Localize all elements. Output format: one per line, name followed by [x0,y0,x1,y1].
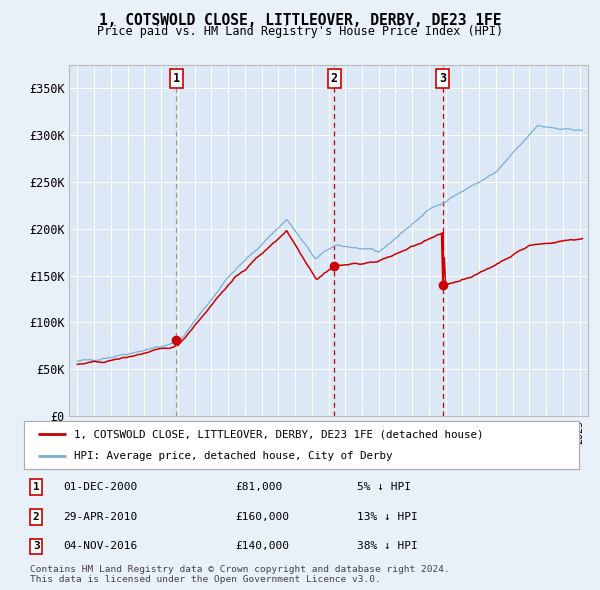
Text: 3: 3 [33,542,40,552]
Text: £140,000: £140,000 [235,542,289,552]
Text: £81,000: £81,000 [235,482,282,492]
Text: 01-DEC-2000: 01-DEC-2000 [63,482,137,492]
Text: 2: 2 [33,512,40,522]
Text: 1, COTSWOLD CLOSE, LITTLEOVER, DERBY, DE23 1FE: 1, COTSWOLD CLOSE, LITTLEOVER, DERBY, DE… [99,13,501,28]
Text: 5% ↓ HPI: 5% ↓ HPI [357,482,411,492]
Text: 1, COTSWOLD CLOSE, LITTLEOVER, DERBY, DE23 1FE (detached house): 1, COTSWOLD CLOSE, LITTLEOVER, DERBY, DE… [74,429,484,439]
Text: Contains HM Land Registry data © Crown copyright and database right 2024.: Contains HM Land Registry data © Crown c… [30,565,450,574]
Text: 3: 3 [439,72,446,85]
Text: 38% ↓ HPI: 38% ↓ HPI [357,542,418,552]
Text: 13% ↓ HPI: 13% ↓ HPI [357,512,418,522]
Text: 04-NOV-2016: 04-NOV-2016 [63,542,137,552]
Text: 1: 1 [33,482,40,492]
Text: Price paid vs. HM Land Registry's House Price Index (HPI): Price paid vs. HM Land Registry's House … [97,25,503,38]
Text: HPI: Average price, detached house, City of Derby: HPI: Average price, detached house, City… [74,451,392,461]
Text: 29-APR-2010: 29-APR-2010 [63,512,137,522]
Text: 2: 2 [331,72,338,85]
Text: This data is licensed under the Open Government Licence v3.0.: This data is licensed under the Open Gov… [30,575,381,584]
Text: 1: 1 [173,72,180,85]
Text: £160,000: £160,000 [235,512,289,522]
